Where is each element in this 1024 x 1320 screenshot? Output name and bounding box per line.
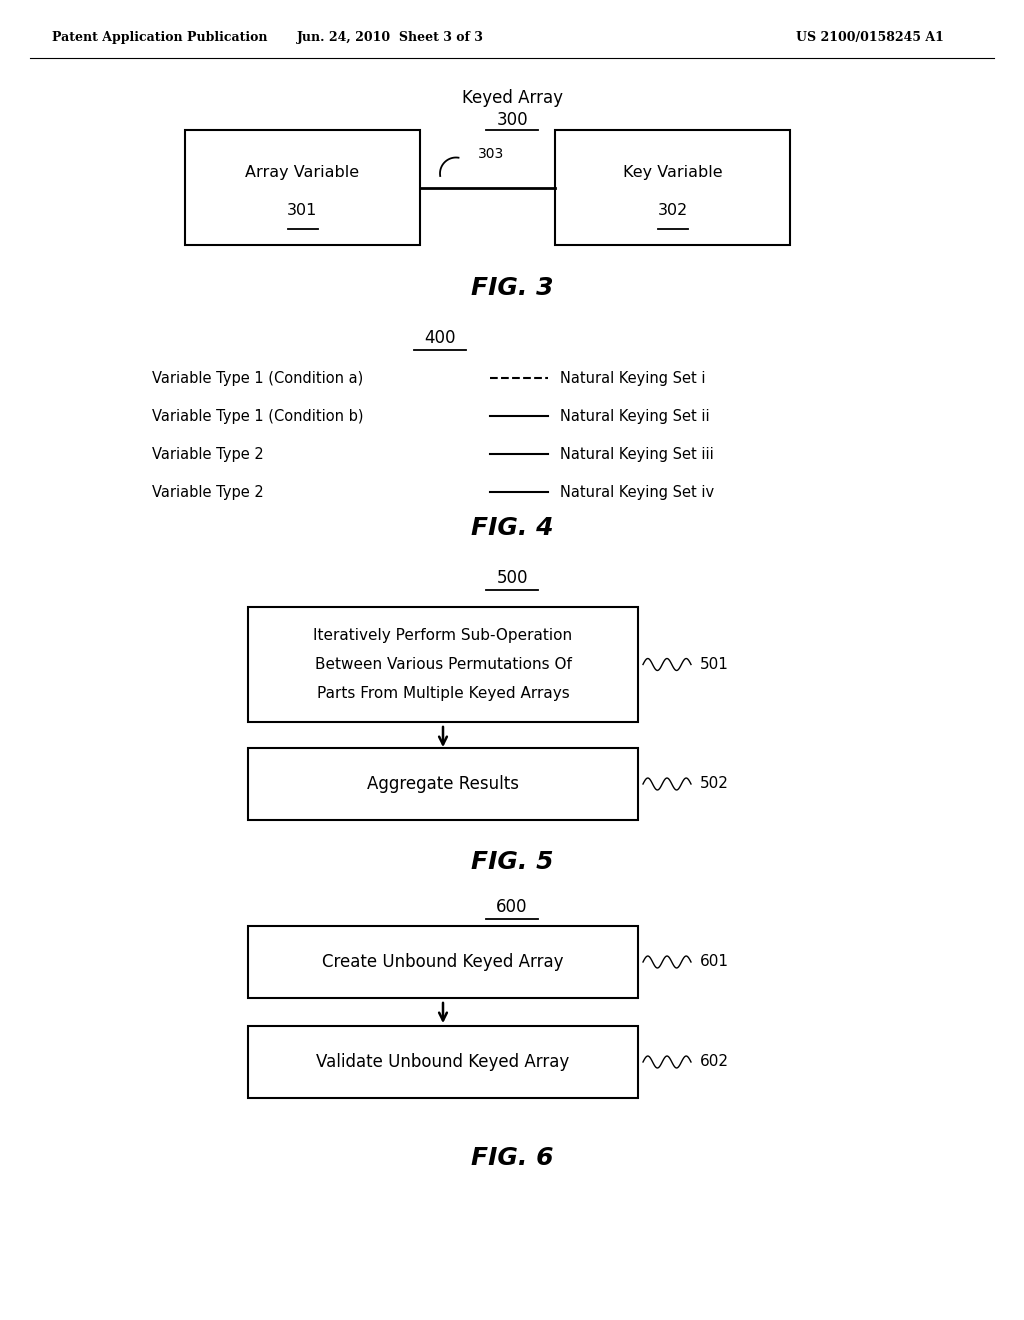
Text: Jun. 24, 2010  Sheet 3 of 3: Jun. 24, 2010 Sheet 3 of 3	[297, 32, 483, 45]
Text: Variable Type 1 (Condition b): Variable Type 1 (Condition b)	[152, 408, 364, 424]
Text: Create Unbound Keyed Array: Create Unbound Keyed Array	[323, 953, 564, 972]
Text: Validate Unbound Keyed Array: Validate Unbound Keyed Array	[316, 1053, 569, 1071]
Text: 502: 502	[700, 776, 729, 792]
Text: Natural Keying Set iv: Natural Keying Set iv	[560, 484, 714, 499]
Text: 500: 500	[497, 569, 527, 587]
Text: Keyed Array: Keyed Array	[462, 88, 562, 107]
Text: Variable Type 2: Variable Type 2	[152, 446, 264, 462]
Text: Aggregate Results: Aggregate Results	[367, 775, 519, 793]
Text: Patent Application Publication: Patent Application Publication	[52, 32, 267, 45]
FancyBboxPatch shape	[555, 129, 790, 246]
FancyBboxPatch shape	[248, 748, 638, 820]
Text: Variable Type 1 (Condition a): Variable Type 1 (Condition a)	[152, 371, 364, 385]
Text: Variable Type 2: Variable Type 2	[152, 484, 264, 499]
Text: FIG. 6: FIG. 6	[471, 1146, 553, 1170]
Text: Parts From Multiple Keyed Arrays: Parts From Multiple Keyed Arrays	[316, 686, 569, 701]
Text: 300: 300	[497, 111, 527, 129]
Text: Natural Keying Set iii: Natural Keying Set iii	[560, 446, 714, 462]
Text: Natural Keying Set ii: Natural Keying Set ii	[560, 408, 710, 424]
Text: 400: 400	[424, 329, 456, 347]
Text: Between Various Permutations Of: Between Various Permutations Of	[314, 657, 571, 672]
Text: 602: 602	[700, 1055, 729, 1069]
FancyBboxPatch shape	[248, 607, 638, 722]
Text: 601: 601	[700, 954, 729, 969]
Text: FIG. 5: FIG. 5	[471, 850, 553, 874]
Text: Key Variable: Key Variable	[623, 165, 722, 180]
Text: FIG. 3: FIG. 3	[471, 276, 553, 300]
Text: 303: 303	[478, 148, 504, 161]
FancyBboxPatch shape	[248, 927, 638, 998]
Text: 501: 501	[700, 657, 729, 672]
FancyBboxPatch shape	[248, 1026, 638, 1098]
Text: 301: 301	[288, 203, 317, 218]
FancyBboxPatch shape	[185, 129, 420, 246]
Text: US 2100/0158245 A1: US 2100/0158245 A1	[796, 32, 944, 45]
Text: Array Variable: Array Variable	[246, 165, 359, 180]
Text: 600: 600	[497, 898, 527, 916]
Text: FIG. 4: FIG. 4	[471, 516, 553, 540]
Text: Iteratively Perform Sub-Operation: Iteratively Perform Sub-Operation	[313, 628, 572, 643]
Text: 302: 302	[657, 203, 688, 218]
Text: Natural Keying Set i: Natural Keying Set i	[560, 371, 706, 385]
